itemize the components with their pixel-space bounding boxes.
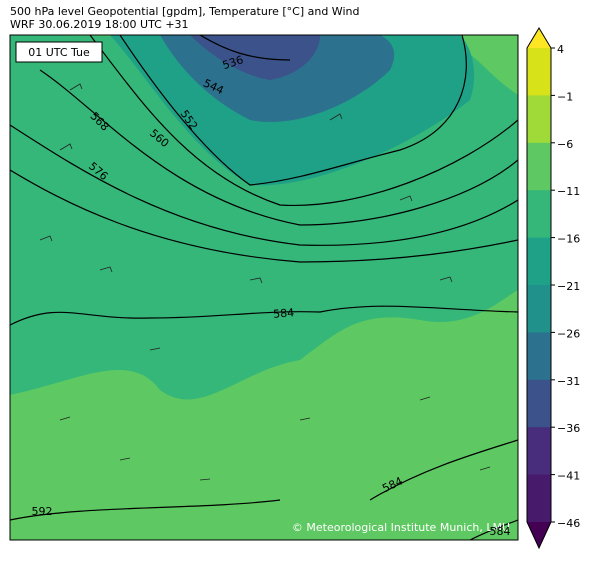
colorbar-band	[527, 427, 551, 476]
colorbar-band	[527, 474, 551, 523]
contour-label: 536	[221, 53, 245, 72]
colorbar-tick-label: −46	[557, 517, 580, 530]
colorbar-band	[527, 190, 551, 239]
contour-label: 584	[273, 306, 295, 321]
colorbar-tick-label: −36	[557, 422, 580, 435]
contour-label: 584	[490, 525, 511, 538]
colorbar-tick-label: −26	[557, 327, 580, 340]
colorbar-tick-label: 4	[557, 43, 564, 56]
colorbar-tick-label: −6	[557, 138, 573, 151]
colorbar-tick-label: −11	[557, 185, 580, 198]
subtitle-line: WRF 30.06.2019 18:00 UTC +31	[10, 18, 189, 31]
colorbar-tick-label: −21	[557, 280, 580, 293]
colorbar-band	[527, 142, 551, 191]
map	[10, 35, 518, 540]
colorbar-band	[527, 48, 551, 96]
colorbar-tick-label: −16	[557, 233, 580, 246]
colorbar-tick-label: −41	[557, 470, 580, 483]
colorbar-band	[527, 237, 551, 286]
colorbar-extend	[527, 28, 551, 48]
time-box	[15, 41, 103, 63]
colorbar-band	[527, 285, 551, 333]
colorbar-band	[527, 379, 551, 428]
colorbar-band	[527, 95, 551, 144]
map-frame	[9, 34, 519, 541]
colorbar-band	[527, 332, 551, 381]
colorbar-extend	[527, 522, 551, 548]
copyright: © Meteorological Institute Munich, LMU	[292, 521, 510, 534]
title-line: 500 hPa level Geopotential [gpdm], Tempe…	[10, 5, 359, 18]
colorbar-tick-label: −31	[557, 375, 580, 388]
colorbar-tick-label: −1	[557, 90, 573, 103]
contour-label: 592	[32, 505, 53, 518]
time-label: 01 UTC Tue	[28, 46, 90, 59]
